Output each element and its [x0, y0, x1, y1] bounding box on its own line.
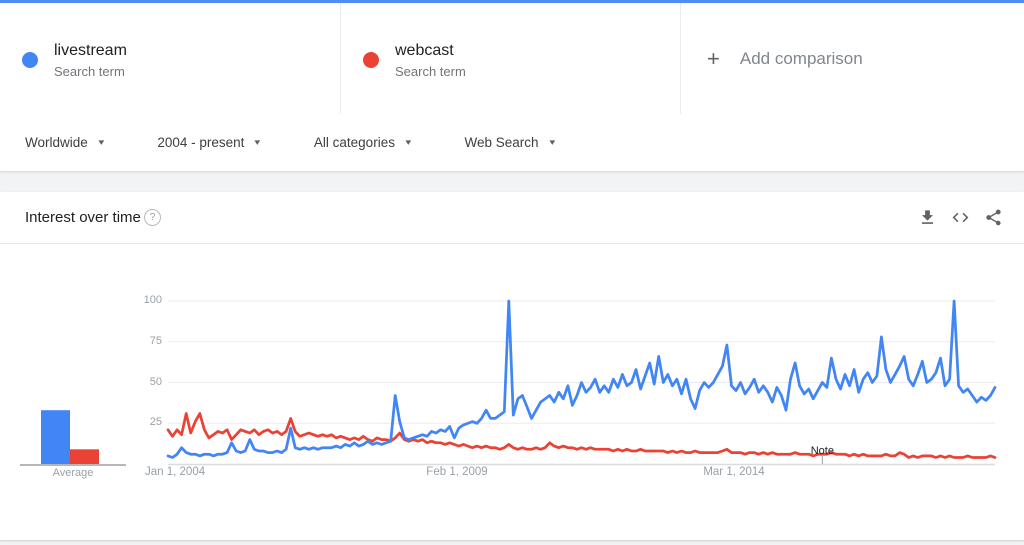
livestream-color-dot — [22, 52, 38, 68]
filters-bar: Worldwide ▾ 2004 - present ▾ All categor… — [0, 114, 1024, 172]
term-name: livestream — [54, 42, 127, 59]
add-comparison-button[interactable]: + Add comparison — [680, 3, 1024, 114]
top-accent-bar — [0, 0, 1024, 3]
panel-title: Interest over time — [25, 209, 141, 226]
term-type-label: Search term — [395, 64, 466, 79]
code-brackets-icon — [952, 212, 969, 223]
filter-time-dropdown[interactable]: 2004 - present ▾ — [157, 135, 260, 150]
chevron-down-icon: ▾ — [254, 137, 261, 147]
filter-region-dropdown[interactable]: Worldwide ▾ — [25, 135, 104, 150]
share-icon — [986, 209, 1001, 226]
term-card-livestream[interactable]: livestream Search term — [0, 3, 340, 114]
chart-plot-area[interactable] — [168, 482, 996, 545]
download-icon — [921, 210, 934, 224]
filter-category-dropdown[interactable]: All categories ▾ — [314, 135, 411, 150]
filter-searchtype-dropdown[interactable]: Web Search ▾ — [464, 135, 554, 150]
panel-header: Interest over time ? — [0, 192, 1024, 244]
term-type-label: Search term — [54, 64, 125, 79]
help-glyph: ? — [149, 212, 156, 223]
filter-time-value: 2004 - present — [157, 135, 245, 150]
chevron-down-icon: ▾ — [98, 137, 104, 147]
share-button[interactable] — [984, 208, 1004, 228]
embed-button[interactable] — [951, 208, 971, 228]
term-card-webcast[interactable]: webcast Search term — [340, 3, 681, 114]
filter-region-value: Worldwide — [25, 135, 88, 150]
help-icon[interactable]: ? — [144, 209, 161, 226]
comparison-terms-row: livestream Search term webcast Search te… — [0, 3, 1024, 115]
chevron-down-icon: ▾ — [548, 137, 555, 147]
term-name: webcast — [395, 42, 454, 59]
chevron-down-icon: ▾ — [405, 137, 412, 147]
add-comparison-label: Add comparison — [739, 48, 863, 68]
plus-icon: + — [707, 45, 720, 71]
download-button[interactable] — [918, 208, 938, 228]
filter-searchtype-value: Web Search — [464, 135, 539, 150]
interest-over-time-panel: Interest over time ? — [0, 192, 1024, 540]
filter-category-value: All categories — [313, 135, 395, 150]
webcast-color-dot — [363, 52, 379, 68]
